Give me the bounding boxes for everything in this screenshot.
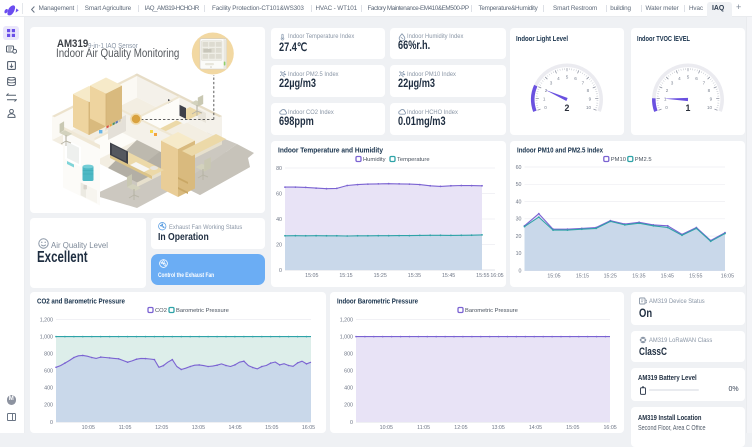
svg-text:11:05: 11:05 (417, 425, 430, 431)
svg-text:20: 20 (276, 242, 282, 248)
svg-text:Indoor PM10 and PM2.5 Index: Indoor PM10 and PM2.5 Index (517, 146, 603, 155)
svg-text:15:25: 15:25 (373, 273, 386, 279)
svg-text:12:05: 12:05 (155, 425, 168, 431)
svg-text:Indoor Barometric Pressure: Indoor Barometric Pressure (337, 296, 418, 305)
svg-text:16:05: 16:05 (603, 425, 616, 431)
svg-text:6: 6 (574, 75, 577, 80)
svg-text:0: 0 (50, 419, 53, 425)
svg-text:7: 7 (702, 80, 705, 85)
svg-text:8: 8 (586, 87, 589, 92)
svg-text:200: 200 (344, 402, 353, 408)
svg-text:60: 60 (276, 191, 282, 197)
svg-text:12:05: 12:05 (454, 425, 467, 431)
svg-text:13:05: 13:05 (192, 425, 205, 431)
svg-text:9: 9 (588, 96, 591, 101)
svg-text:Barometric Pressure: Barometric Pressure (176, 308, 229, 314)
svg-text:10:05: 10:05 (82, 425, 95, 431)
svg-text:15:05: 15:05 (305, 273, 318, 279)
svg-text:15:05: 15:05 (265, 425, 278, 431)
svg-text:16:05: 16:05 (302, 425, 315, 431)
svg-text:1: 1 (663, 96, 666, 101)
svg-text:1: 1 (685, 103, 690, 113)
svg-text:10: 10 (515, 251, 521, 257)
svg-text:14:05: 14:05 (528, 425, 541, 431)
svg-text:15:45: 15:45 (441, 273, 454, 279)
svg-text:Temperature: Temperature (397, 157, 430, 163)
svg-text:20: 20 (515, 234, 521, 240)
svg-text:9: 9 (709, 96, 712, 101)
svg-text:800: 800 (344, 351, 353, 357)
svg-text:50: 50 (515, 182, 521, 188)
svg-text:1,000: 1,000 (40, 334, 53, 340)
svg-text:15:05: 15:05 (566, 425, 579, 431)
svg-text:10: 10 (706, 105, 712, 110)
svg-text:600: 600 (344, 368, 353, 374)
svg-text:3: 3 (670, 80, 673, 85)
svg-text:15:55: 15:55 (476, 273, 489, 279)
svg-text:Barometric Pressure: Barometric Pressure (465, 308, 518, 314)
svg-text:5: 5 (565, 74, 568, 79)
svg-text:Indoor TVOC lEVEL: Indoor TVOC lEVEL (637, 34, 690, 43)
svg-text:8: 8 (707, 87, 710, 92)
svg-text:4: 4 (557, 75, 560, 80)
svg-text:2: 2 (564, 103, 569, 113)
svg-text:15:55: 15:55 (689, 274, 702, 280)
svg-text:200: 200 (44, 402, 53, 408)
svg-text:Indoor Temperature and Humidit: Indoor Temperature and Humidity (278, 146, 383, 155)
svg-text:1: 1 (542, 96, 545, 101)
svg-text:1,200: 1,200 (339, 317, 352, 323)
svg-text:PM10: PM10 (610, 157, 625, 163)
svg-text:40: 40 (515, 199, 521, 205)
svg-text:4: 4 (678, 75, 681, 80)
svg-text:7: 7 (581, 80, 584, 85)
svg-text:0: 0 (518, 269, 521, 275)
svg-text:CO2 and Barometric Pressure: CO2 and Barometric Pressure (37, 296, 125, 305)
svg-text:30: 30 (515, 217, 521, 223)
svg-text:3: 3 (549, 80, 552, 85)
svg-text:Humidity: Humidity (363, 157, 386, 163)
svg-text:Indoor Light Level: Indoor Light Level (516, 34, 568, 43)
svg-text:15:45: 15:45 (660, 274, 673, 280)
svg-text:14:05: 14:05 (228, 425, 241, 431)
svg-text:2: 2 (665, 87, 668, 92)
svg-text:6: 6 (695, 75, 698, 80)
svg-text:15:15: 15:15 (339, 273, 352, 279)
svg-text:1,000: 1,000 (339, 334, 352, 340)
svg-text:60: 60 (515, 165, 521, 171)
svg-text:0: 0 (350, 419, 353, 425)
svg-text:15:25: 15:25 (603, 274, 616, 280)
svg-text:15:15: 15:15 (575, 274, 588, 280)
svg-text:15:35: 15:35 (632, 274, 645, 280)
svg-text:80: 80 (276, 166, 282, 172)
svg-text:400: 400 (44, 385, 53, 391)
svg-text:10:05: 10:05 (379, 425, 392, 431)
svg-text:CO2: CO2 (155, 308, 167, 314)
svg-text:400: 400 (344, 385, 353, 391)
svg-text:13:05: 13:05 (491, 425, 504, 431)
svg-text:600: 600 (44, 368, 53, 374)
svg-text:10: 10 (585, 105, 591, 110)
svg-text:16:05: 16:05 (490, 273, 503, 279)
svg-text:15:05: 15:05 (547, 274, 560, 280)
svg-text:0: 0 (279, 268, 282, 274)
svg-text:5: 5 (686, 74, 689, 79)
svg-text:11:05: 11:05 (119, 425, 132, 431)
svg-text:0: 0 (665, 105, 668, 110)
svg-text:40: 40 (276, 217, 282, 223)
svg-text:0: 0 (544, 105, 547, 110)
svg-text:15:35: 15:35 (407, 273, 420, 279)
svg-text:PM2.5: PM2.5 (634, 157, 651, 163)
svg-text:1,200: 1,200 (40, 317, 53, 323)
svg-text:2: 2 (544, 87, 547, 92)
svg-text:800: 800 (44, 351, 53, 357)
svg-text:16:05: 16:05 (720, 274, 733, 280)
